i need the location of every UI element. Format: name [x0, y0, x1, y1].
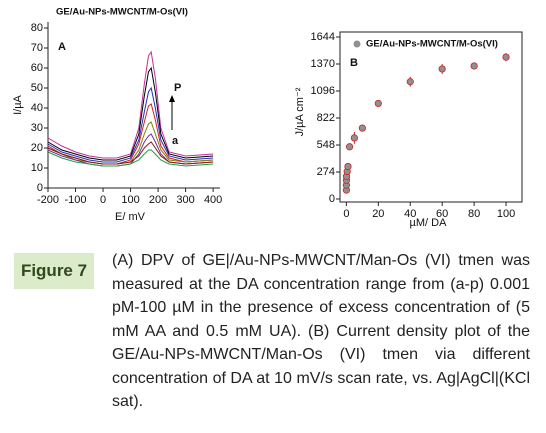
y-tick-label: 40 — [31, 102, 43, 114]
point — [438, 65, 446, 73]
point — [406, 78, 414, 86]
curve — [47, 133, 214, 167]
y-tick-label: 1370 — [311, 58, 335, 70]
y-axis-label: I/µA — [12, 94, 24, 114]
x-tick-label: 20 — [372, 208, 384, 220]
annotation: P — [174, 82, 181, 94]
panel-label: B — [350, 57, 358, 69]
legend-marker — [353, 40, 361, 48]
x-axis-label: µM/ DA — [410, 217, 448, 229]
x-tick-label: 200 — [149, 194, 167, 206]
figure-label: Figure 7 — [14, 253, 94, 289]
curve — [47, 66, 214, 161]
curve — [47, 141, 214, 165]
y-tick-label: 0 — [37, 182, 43, 194]
x-tick-label: 40 — [404, 208, 416, 220]
x-tick-label: 100 — [497, 208, 515, 220]
chart-title: GE/Au-NPs-MWCNT/M-Os(VI) — [56, 7, 188, 18]
y-tick-label: 20 — [31, 142, 43, 154]
x-tick-label: 100 — [121, 194, 139, 206]
x-tick-label: 80 — [468, 208, 480, 220]
curve — [47, 121, 214, 165]
y-tick-label: 1096 — [311, 85, 335, 97]
chart-title: GE/Au-NPs-MWCNT/M-Os(VI) — [366, 39, 498, 50]
y-tick-label: 10 — [31, 162, 43, 174]
point — [374, 99, 382, 108]
x-tick-label: -100 — [65, 194, 87, 206]
point — [344, 162, 352, 171]
y-tick-label: 60 — [31, 62, 43, 74]
x-axis-label: E/ mV — [115, 211, 146, 223]
x-tick-label: 300 — [176, 194, 194, 206]
y-tick-label: 80 — [31, 22, 43, 34]
point — [350, 134, 358, 142]
y-axis-label: J/µA cm⁻² — [294, 87, 306, 136]
y-tick-label: 50 — [31, 82, 43, 94]
curve — [47, 149, 214, 167]
y-tick-label: 70 — [31, 42, 43, 54]
y-tick-label: 0 — [329, 193, 335, 205]
y-tick-label: 274 — [317, 166, 335, 178]
y-tick-label: 548 — [317, 139, 335, 151]
curve — [47, 86, 214, 163]
plot-frame — [339, 31, 523, 203]
x-tick-label: 60 — [436, 208, 448, 220]
x-tick-label: -200 — [37, 194, 59, 206]
panel-label: A — [58, 41, 66, 53]
point — [502, 53, 510, 61]
x-tick-label: 0 — [100, 194, 106, 206]
y-tick-label: 1644 — [311, 31, 335, 43]
point — [358, 124, 366, 132]
x-tick-label: 0 — [343, 208, 349, 220]
point — [470, 62, 478, 70]
arrowhead — [169, 95, 175, 102]
annotation: a — [172, 135, 179, 147]
y-tick-label: 30 — [31, 122, 43, 134]
point — [345, 143, 354, 151]
x-tick-label: 400 — [204, 194, 222, 206]
curve — [47, 50, 214, 159]
y-tick-label: 822 — [317, 112, 335, 124]
figure-caption: (A) DPV of GE|/Au-NPs-MWCNT/Man-Os (VI) … — [112, 252, 530, 410]
